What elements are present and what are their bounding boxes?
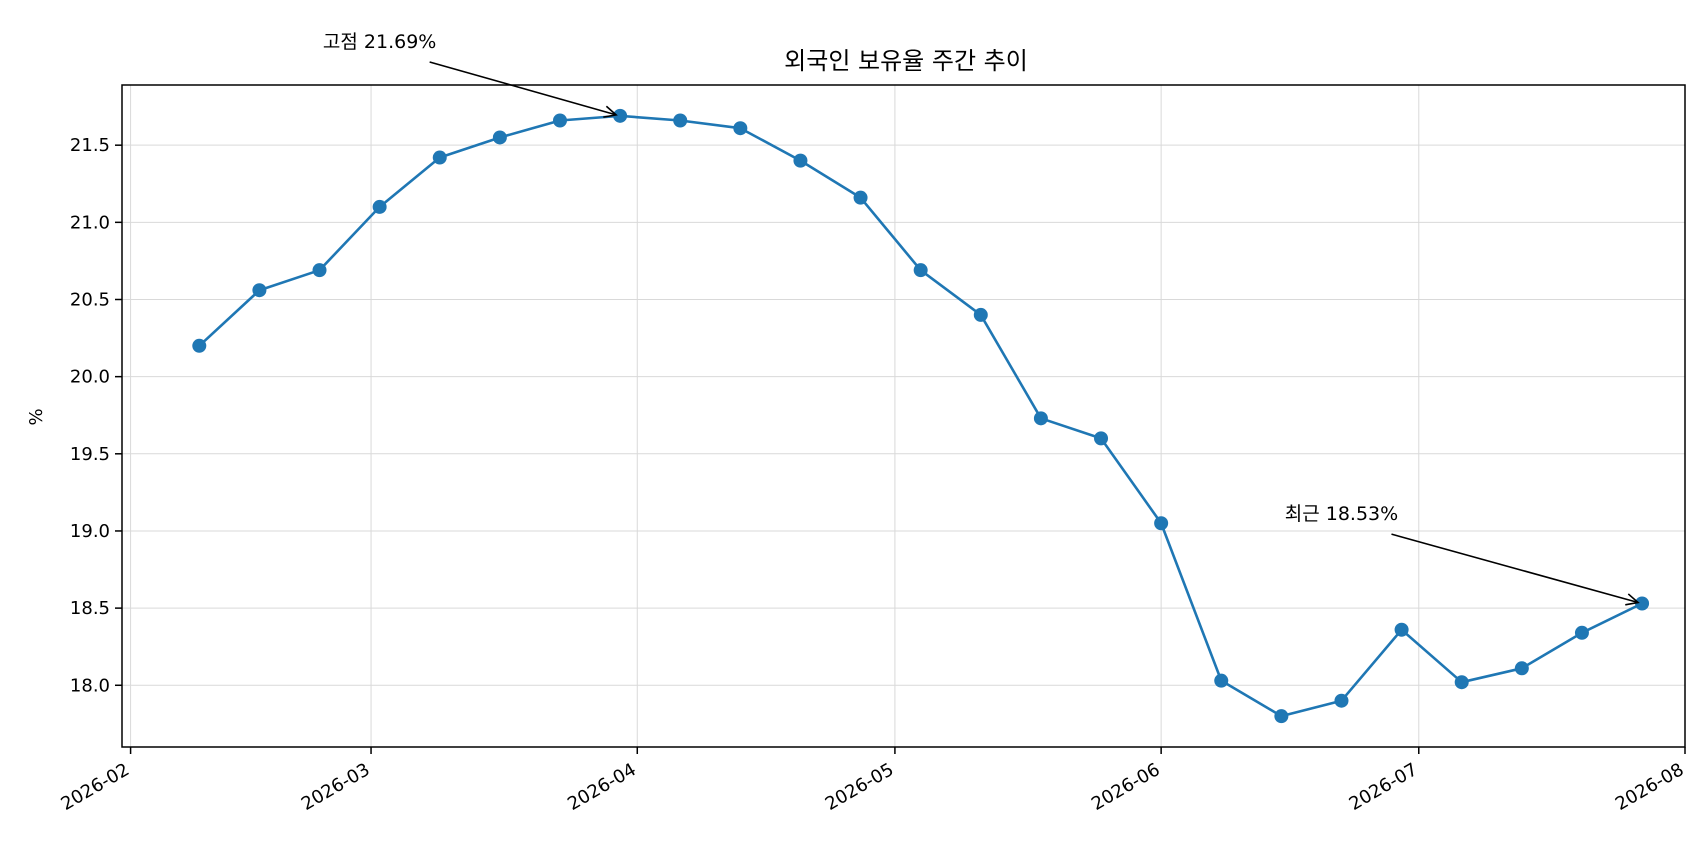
data-point [1214, 673, 1229, 688]
data-point [1574, 625, 1589, 640]
y-tick-label: 18.5 [70, 598, 110, 619]
data-point [1094, 431, 1109, 446]
x-tick-label: 2026-05 [822, 759, 898, 815]
data-point [853, 190, 868, 205]
annotation-arrowhead [1625, 593, 1640, 606]
series-layer [192, 108, 1650, 724]
data-point [1334, 693, 1349, 708]
y-tick-label: 21.0 [70, 212, 110, 233]
data-point [1274, 709, 1289, 724]
y-tick-label: 20.5 [70, 289, 110, 310]
data-point [312, 263, 327, 278]
data-point [1514, 661, 1529, 676]
y-tick-label: 21.5 [70, 135, 110, 156]
data-point [913, 263, 928, 278]
grid-lines [122, 85, 1686, 747]
annotation-layer: 고점 21.69% 최근 18.53% [323, 31, 1640, 606]
plot-frame [121, 84, 1686, 748]
data-point [1454, 675, 1469, 690]
data-point [192, 338, 207, 353]
data-point [372, 199, 387, 214]
annotation-arrowhead [603, 105, 618, 118]
annotation-arrow [429, 61, 617, 116]
data-point [1635, 596, 1650, 611]
data-point [1154, 516, 1169, 531]
y-tick-label: 18.0 [70, 675, 110, 696]
annotation-arrow [1391, 533, 1639, 604]
series-line [198, 114, 1643, 718]
data-point [973, 307, 988, 322]
y-tick-label: 19.0 [70, 521, 110, 542]
annotation-label: 최근 18.53% [1285, 503, 1398, 525]
data-point [432, 150, 447, 165]
data-point [613, 108, 628, 123]
x-axis-ticks: 2026-02 2026-03 2026-04 2026-05 2026-06 2026-… [57, 747, 1688, 815]
y-axis-label: % [26, 408, 47, 425]
data-point [1394, 622, 1409, 637]
data-point [793, 153, 808, 168]
data-point [673, 113, 688, 128]
x-tick-label: 2026-02 [57, 759, 133, 815]
y-axis-ticks: 18.0 18.5 19.0 19.5 20.0 20.5 21.0 21.5 [70, 135, 122, 696]
data-point [252, 283, 267, 298]
x-tick-label: 2026-08 [1612, 759, 1688, 815]
data-point [492, 130, 507, 145]
chart-title: 외국인 보유율 주간 추이 [784, 47, 1028, 75]
annotation-label: 고점 21.69% [323, 31, 436, 53]
data-point [733, 121, 748, 136]
x-tick-label: 2026-06 [1088, 759, 1164, 815]
y-tick-label: 20.0 [70, 367, 110, 388]
data-point [552, 113, 567, 128]
y-tick-label: 19.5 [70, 444, 110, 465]
data-point [1033, 411, 1048, 426]
x-tick-label: 2026-03 [298, 759, 374, 815]
x-tick-label: 2026-04 [564, 759, 640, 815]
x-tick-label: 2026-07 [1346, 759, 1422, 815]
